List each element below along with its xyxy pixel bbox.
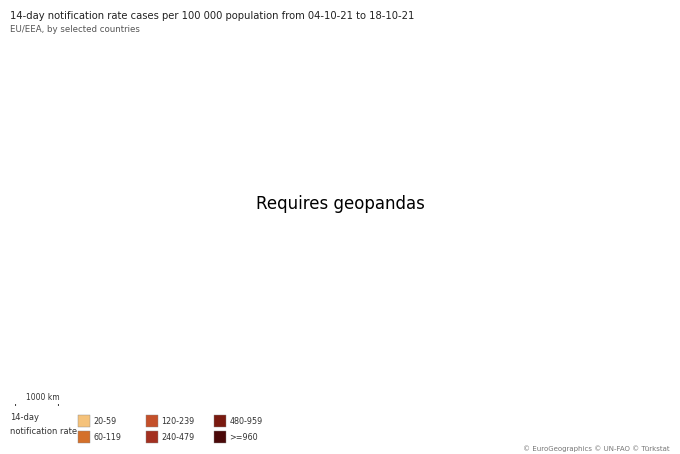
Text: Requires geopandas: Requires geopandas bbox=[256, 195, 424, 213]
Text: 14-day notification rate cases per 100 000 population from 04-10-21 to 18-10-21: 14-day notification rate cases per 100 0… bbox=[10, 11, 415, 21]
Text: 240-479: 240-479 bbox=[161, 433, 194, 442]
Text: 1000 km: 1000 km bbox=[26, 393, 60, 402]
Text: 20-59: 20-59 bbox=[93, 417, 116, 426]
Text: notification rate: notification rate bbox=[10, 427, 78, 436]
Text: 120-239: 120-239 bbox=[161, 417, 194, 426]
Text: 14-day: 14-day bbox=[10, 413, 39, 422]
Text: EU/EEA, by selected countries: EU/EEA, by selected countries bbox=[10, 25, 140, 34]
Text: © EuroGeographics © UN-FAO © Türkstat: © EuroGeographics © UN-FAO © Türkstat bbox=[523, 445, 670, 452]
Text: 480-959: 480-959 bbox=[229, 417, 262, 426]
Text: 60-119: 60-119 bbox=[93, 433, 121, 442]
Text: >=960: >=960 bbox=[229, 433, 258, 442]
